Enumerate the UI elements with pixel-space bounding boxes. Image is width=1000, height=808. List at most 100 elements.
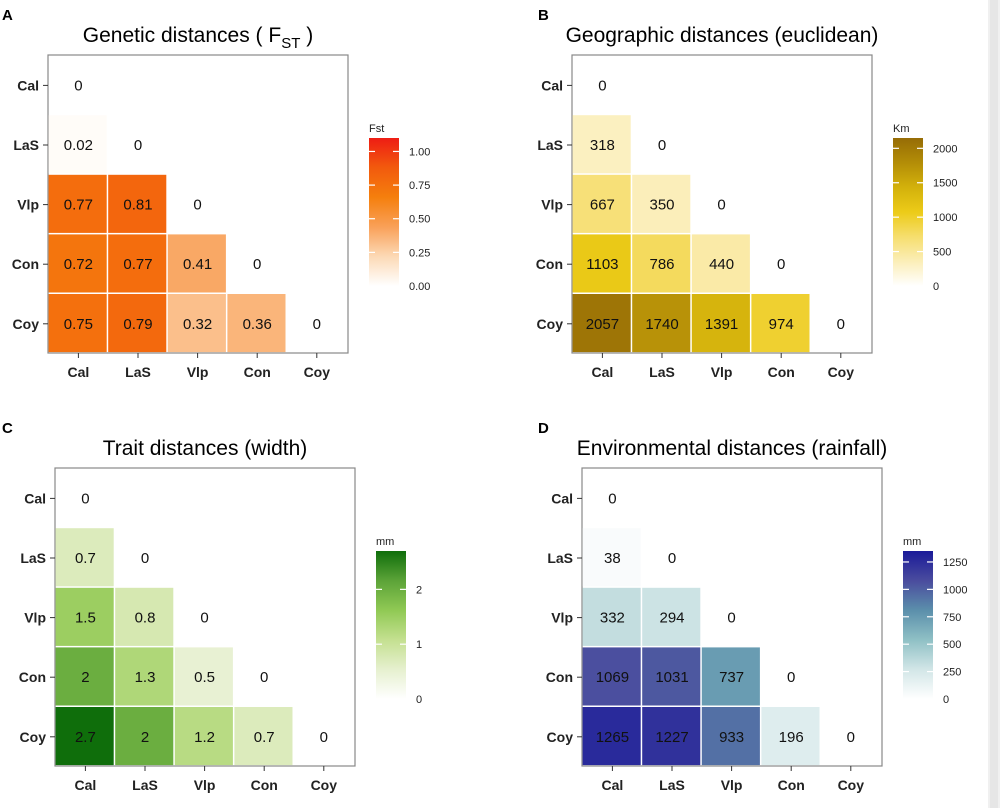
y-tick-label: Cal: [541, 77, 563, 93]
heatmap-cell: [115, 587, 174, 646]
x-tick-label: LaS: [649, 364, 675, 380]
chart-panel-c: C Trait distances (width) 0 0.7 0 1.5 0.8 0 2 1.3…: [2, 420, 422, 793]
legend-tick-label: 1500: [933, 178, 957, 190]
cell-label: 0.7: [75, 550, 96, 567]
y-tick-label: Coy: [13, 316, 40, 332]
cell-label: 0.7: [254, 729, 275, 746]
legend-title: mm: [376, 536, 394, 548]
cell-label: 933: [719, 729, 744, 746]
y-tick-label: Vlp: [17, 197, 39, 213]
scrollbar[interactable]: [988, 0, 1000, 808]
cell-label: 0: [134, 137, 142, 154]
x-tick-label: Con: [768, 364, 795, 380]
legend-tick-label: 2: [416, 584, 422, 596]
cell-label: 0.72: [64, 256, 93, 273]
cell-label: 0: [777, 256, 785, 273]
heatmap-cell: [582, 647, 641, 706]
cell-label: 737: [719, 669, 744, 686]
cell-label: 1265: [596, 729, 629, 746]
chart-title: Geographic distances (euclidean): [566, 24, 879, 47]
cell-label: 0.8: [135, 610, 156, 627]
heatmap-cell: [55, 647, 114, 706]
legend-tick-label: 1000: [933, 212, 957, 224]
chart-panel-a: A Genetic distances ( FST ) 0 0.02 0 0.77 0.81…: [2, 7, 430, 380]
x-tick-label: Cal: [68, 364, 90, 380]
x-tick-label: LaS: [659, 777, 685, 793]
cell-label: 2057: [586, 316, 619, 333]
cell-label: 350: [649, 197, 674, 214]
y-tick-label: LaS: [537, 137, 563, 153]
cell-label: 196: [779, 729, 804, 746]
x-tick-label: Vlp: [194, 777, 216, 793]
heatmap-cell: [48, 294, 107, 353]
cell-label: 0: [253, 256, 261, 273]
x-tick-label: LaS: [125, 364, 151, 380]
heatmap-cell: [174, 647, 233, 706]
panel-label: D: [538, 420, 549, 437]
heatmap-cell: [572, 294, 631, 353]
legend-title: Km: [893, 123, 910, 135]
x-tick-label: Con: [778, 777, 805, 793]
y-tick-label: Con: [536, 256, 563, 272]
x-tick-label: Vlp: [721, 777, 743, 793]
panel-label: A: [2, 7, 13, 24]
x-tick-label: Vlp: [711, 364, 733, 380]
heatmap-cell: [751, 294, 810, 353]
heatmap-cell: [115, 647, 174, 706]
heatmap-cell: [761, 707, 820, 766]
cell-label: 0.77: [123, 256, 152, 273]
legend-tick-label: 0: [933, 281, 939, 293]
y-tick-label: Cal: [17, 77, 39, 93]
cell-label: 0.5: [194, 669, 215, 686]
cell-label: 0.41: [183, 256, 212, 273]
cell-label: 0: [608, 490, 616, 507]
cell-label: 1227: [655, 729, 688, 746]
heatmap-cell: [691, 234, 750, 293]
heatmap-cell: [572, 115, 631, 174]
cell-label: 0.75: [64, 316, 93, 333]
heatmap-cell: [48, 174, 107, 233]
cell-label: 1.3: [135, 669, 156, 686]
cell-label: 0: [200, 610, 208, 627]
cell-label: 2: [141, 729, 149, 746]
cell-label: 0: [787, 669, 795, 686]
heatmap-cell: [691, 294, 750, 353]
cell-label: 1.2: [194, 729, 215, 746]
legend-tick-label: 750: [943, 612, 961, 624]
heatmap-cell: [572, 174, 631, 233]
cell-label: 0: [847, 729, 855, 746]
x-tick-label: Cal: [592, 364, 614, 380]
legend-colorbar: [903, 551, 933, 699]
heatmap-cell: [115, 707, 174, 766]
heatmap-cell: [108, 174, 167, 233]
legend-colorbar: [893, 138, 923, 286]
cell-label: 0: [658, 137, 666, 154]
cell-label: 0: [598, 77, 606, 94]
x-tick-label: Con: [244, 364, 271, 380]
cell-label: 0: [668, 550, 676, 567]
scrollbar-track[interactable]: [990, 0, 998, 808]
cell-label: 0: [74, 77, 82, 94]
chart-title: Trait distances (width): [103, 437, 308, 460]
legend-tick-label: 1000: [943, 584, 967, 596]
legend-tick-label: 2000: [933, 143, 957, 155]
x-tick-label: Vlp: [187, 364, 209, 380]
cell-label: 0: [260, 669, 268, 686]
cell-label: 667: [590, 197, 615, 214]
cell-label: 0: [313, 316, 321, 333]
cell-label: 1391: [705, 316, 738, 333]
cell-label: 332: [600, 610, 625, 627]
heatmap-cell: [632, 234, 691, 293]
cell-label: 786: [649, 256, 674, 273]
cell-label: 0: [727, 610, 735, 627]
heatmap-cell: [642, 587, 701, 646]
y-tick-label: Con: [12, 256, 39, 272]
heatmap-cell: [582, 707, 641, 766]
legend-tick-label: 1250: [943, 557, 967, 569]
heatmap-cell: [55, 528, 114, 587]
heatmap-cell: [701, 647, 760, 706]
heatmap-cell: [48, 234, 107, 293]
heatmap-cell: [108, 234, 167, 293]
chart-panel-b: B Geographic distances (euclidean) 0 318 0 66…: [536, 7, 958, 380]
y-tick-label: Vlp: [24, 610, 46, 626]
